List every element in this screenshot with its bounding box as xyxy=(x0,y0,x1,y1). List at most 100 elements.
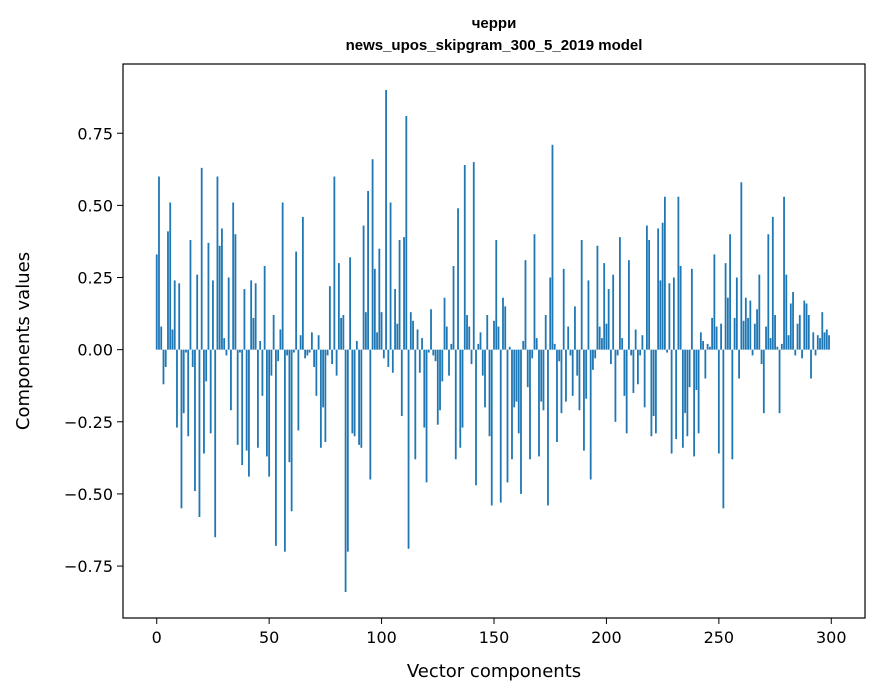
bar-258 xyxy=(735,277,738,350)
bar-98 xyxy=(376,332,378,350)
bar-42 xyxy=(250,280,253,350)
bar-143 xyxy=(477,343,480,350)
y-tick-label-5: −0.50 xyxy=(64,485,113,504)
bar-164 xyxy=(524,260,527,350)
bar-62 xyxy=(295,251,298,350)
bar-36 xyxy=(236,349,239,445)
bar-17 xyxy=(194,349,196,492)
bar-102 xyxy=(385,89,387,350)
bar-41 xyxy=(248,349,250,477)
bar-53 xyxy=(274,349,277,546)
bar-254 xyxy=(726,297,729,350)
bar-157 xyxy=(508,346,511,350)
bar-46 xyxy=(259,341,262,350)
bar-37 xyxy=(239,349,241,353)
bar-174 xyxy=(547,349,549,506)
bar-237 xyxy=(688,349,691,388)
bar-198 xyxy=(601,338,603,350)
bar-284 xyxy=(794,349,797,356)
bar-2 xyxy=(160,326,163,350)
bar-139 xyxy=(468,326,471,350)
bar-135 xyxy=(459,349,462,448)
bar-63 xyxy=(297,349,300,431)
bar-123 xyxy=(432,349,435,356)
chart-subtitle: news_upos_skipgram_300_5_2019 model xyxy=(346,37,643,54)
bar-165 xyxy=(526,349,529,388)
bar-149 xyxy=(490,349,493,506)
bar-223 xyxy=(657,228,660,350)
bar-30 xyxy=(223,338,226,350)
bar-105 xyxy=(391,349,394,373)
bar-4 xyxy=(164,349,167,367)
bar-179 xyxy=(558,349,561,362)
bar-125 xyxy=(436,349,439,425)
bar-110 xyxy=(403,237,405,350)
bar-31 xyxy=(225,349,228,356)
bar-126 xyxy=(439,349,441,411)
bar-138 xyxy=(466,315,468,350)
bar-279 xyxy=(783,196,785,350)
bar-221 xyxy=(652,349,655,417)
bar-series xyxy=(155,89,830,593)
bar-219 xyxy=(648,240,651,350)
bar-168 xyxy=(533,234,536,350)
y-tick-label-0: 0.75 xyxy=(77,124,113,143)
bar-88 xyxy=(353,349,356,437)
bar-169 xyxy=(535,338,538,350)
bar-148 xyxy=(488,349,491,437)
bar-244 xyxy=(704,349,707,379)
bar-253 xyxy=(724,263,727,350)
bar-256 xyxy=(731,349,734,460)
bar-66 xyxy=(304,349,307,359)
x-tick-label-0: 0 xyxy=(152,628,162,647)
bar-3 xyxy=(162,349,165,385)
y-tick-label-2: 0.25 xyxy=(77,269,113,288)
bar-190 xyxy=(583,349,585,451)
bar-28 xyxy=(218,245,221,350)
bar-208 xyxy=(623,349,626,396)
bar-71 xyxy=(315,349,318,396)
bar-262 xyxy=(744,297,747,350)
bar-185 xyxy=(571,349,574,396)
bar-67 xyxy=(306,349,309,356)
x-tick-label-50: 50 xyxy=(259,628,279,647)
bar-118 xyxy=(421,338,423,350)
bar-200 xyxy=(605,323,608,350)
bar-108 xyxy=(398,240,401,350)
bar-70 xyxy=(313,349,316,367)
bar-166 xyxy=(529,349,531,460)
bar-269 xyxy=(760,349,763,365)
bar-89 xyxy=(355,341,358,350)
bar-104 xyxy=(389,202,392,350)
bar-212 xyxy=(632,349,635,393)
bar-172 xyxy=(542,349,545,411)
bar-260 xyxy=(740,182,743,350)
bar-111 xyxy=(405,115,408,350)
y-tick-label-1: 0.50 xyxy=(77,196,113,215)
bar-151 xyxy=(495,240,498,350)
bar-199 xyxy=(603,263,606,350)
bar-79 xyxy=(333,176,336,350)
bar-78 xyxy=(331,349,334,365)
bar-240 xyxy=(695,349,698,391)
bar-45 xyxy=(257,349,259,448)
bar-65 xyxy=(301,216,304,350)
bar-120 xyxy=(425,349,428,483)
bar-176 xyxy=(551,144,554,350)
bar-11 xyxy=(180,349,183,509)
bar-9 xyxy=(176,349,178,428)
bar-159 xyxy=(513,349,516,408)
bar-251 xyxy=(720,323,722,350)
bar-40 xyxy=(245,349,248,451)
bar-218 xyxy=(645,225,648,350)
bar-273 xyxy=(769,338,772,350)
x-tick-label-300: 300 xyxy=(816,628,847,647)
bar-280 xyxy=(785,274,788,350)
bar-1 xyxy=(158,176,160,350)
bar-236 xyxy=(686,349,689,437)
bar-124 xyxy=(434,349,437,362)
bar-154 xyxy=(502,297,504,350)
bar-83 xyxy=(342,315,345,350)
bar-103 xyxy=(387,349,390,367)
bar-298 xyxy=(825,329,828,350)
